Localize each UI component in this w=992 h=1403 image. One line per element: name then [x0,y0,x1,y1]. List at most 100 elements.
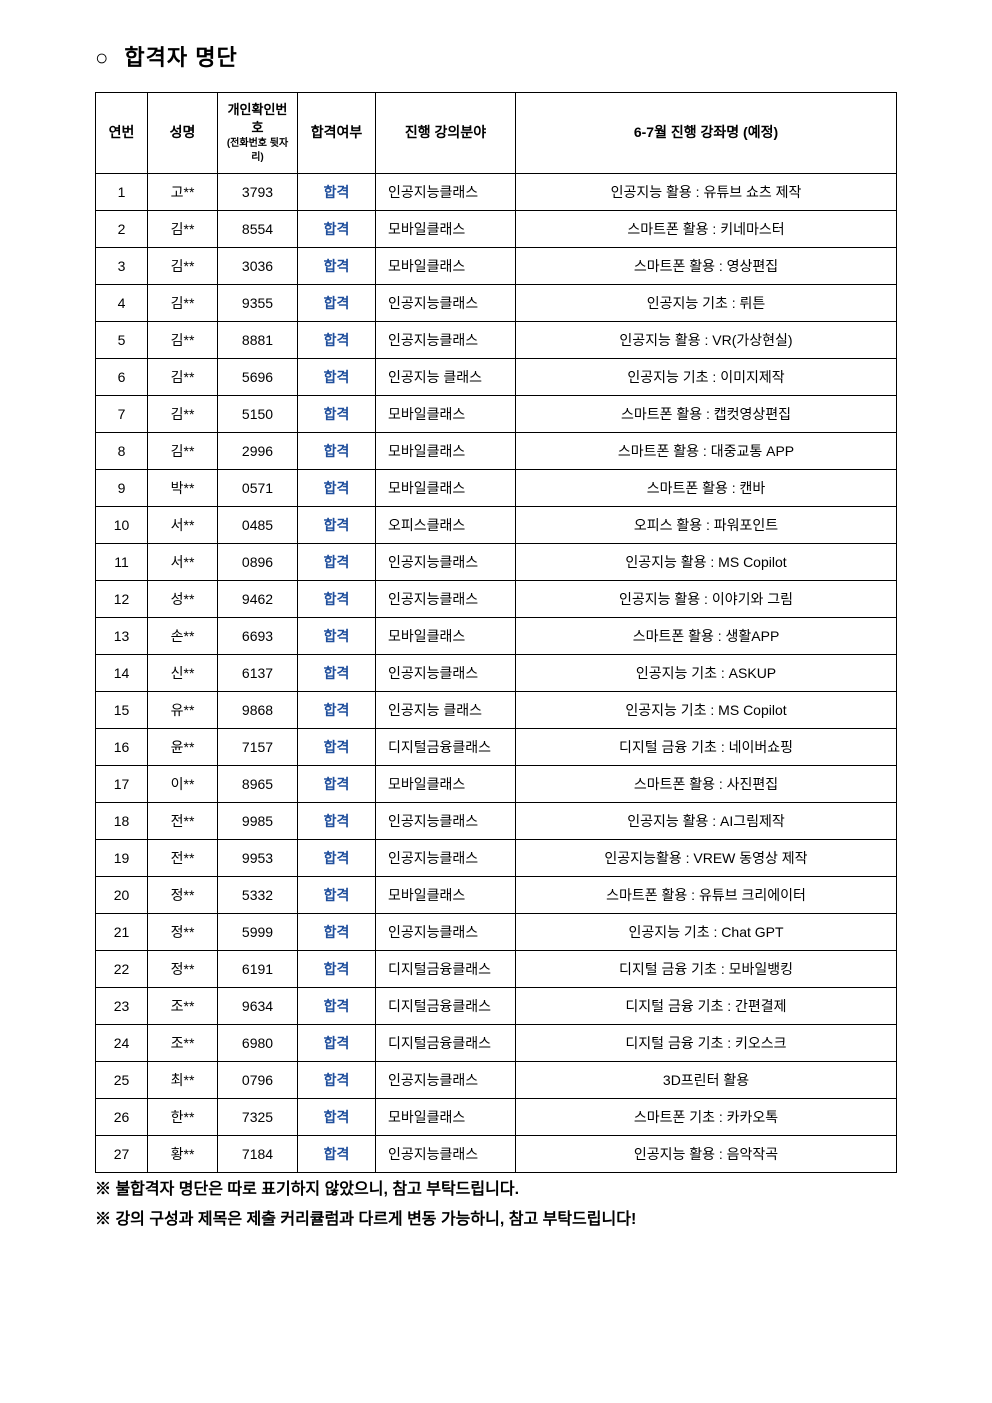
table-row: 15유**9868합격인공지능 클래스인공지능 기초 : MS Copilot [96,692,897,729]
cell-id: 9953 [218,840,298,877]
cell-id: 5999 [218,914,298,951]
cell-pass: 합격 [298,1062,376,1099]
table-row: 18전**9985합격인공지능클래스인공지능 활용 : AI그림제작 [96,803,897,840]
cell-name: 전** [148,803,218,840]
footnote-2: ※ 강의 구성과 제목은 제출 커리큘럼과 다르게 변동 가능하니, 참고 부탁… [95,1207,897,1233]
cell-field: 인공지능클래스 [376,1136,516,1173]
cell-pass: 합격 [298,211,376,248]
cell-field: 디지털금융클래스 [376,988,516,1025]
cell-no: 22 [96,951,148,988]
cell-no: 20 [96,877,148,914]
table-row: 17이**8965합격모바일클래스스마트폰 활용 : 사진편집 [96,766,897,803]
cell-field: 모바일클래스 [376,433,516,470]
cell-course: 스마트폰 활용 : 대중교통 APP [516,433,897,470]
cell-id: 9868 [218,692,298,729]
cell-field: 인공지능클래스 [376,285,516,322]
cell-name: 김** [148,248,218,285]
table-row: 3김**3036합격모바일클래스스마트폰 활용 : 영상편집 [96,248,897,285]
cell-no: 14 [96,655,148,692]
cell-id: 0485 [218,507,298,544]
cell-id: 7325 [218,1099,298,1136]
table-row: 22정**6191합격디지털금융클래스디지털 금융 기초 : 모바일뱅킹 [96,951,897,988]
cell-name: 김** [148,285,218,322]
cell-name: 이** [148,766,218,803]
cell-name: 김** [148,322,218,359]
table-row: 19전**9953합격인공지능클래스인공지능활용 : VREW 동영상 제작 [96,840,897,877]
cell-name: 손** [148,618,218,655]
cell-field: 모바일클래스 [376,877,516,914]
cell-no: 25 [96,1062,148,1099]
cell-field: 오피스클래스 [376,507,516,544]
cell-id: 0571 [218,470,298,507]
cell-name: 박** [148,470,218,507]
cell-course: 스마트폰 활용 : 생활APP [516,618,897,655]
cell-field: 모바일클래스 [376,248,516,285]
table-row: 9박**0571합격모바일클래스스마트폰 활용 : 캔바 [96,470,897,507]
title-bullet: ○ [95,45,109,71]
table-row: 26한**7325합격모바일클래스스마트폰 기초 : 카카오톡 [96,1099,897,1136]
cell-course: 인공지능 활용 : 이야기와 그림 [516,581,897,618]
cell-no: 8 [96,433,148,470]
cell-pass: 합격 [298,285,376,322]
cell-field: 인공지능클래스 [376,655,516,692]
cell-pass: 합격 [298,248,376,285]
header-id: 개인확인번호 (전화번호 뒷자리) [218,93,298,174]
cell-pass: 합격 [298,729,376,766]
table-row: 1고**3793합격인공지능클래스인공지능 활용 : 유튜브 쇼츠 제작 [96,174,897,211]
cell-pass: 합격 [298,877,376,914]
cell-id: 9634 [218,988,298,1025]
cell-no: 10 [96,507,148,544]
cell-id: 6191 [218,951,298,988]
cell-no: 17 [96,766,148,803]
table-row: 21정**5999합격인공지능클래스인공지능 기초 : Chat GPT [96,914,897,951]
cell-course: 오피스 활용 : 파워포인트 [516,507,897,544]
page-title: ○ 합격자 명단 [95,40,897,72]
cell-course: 3D프린터 활용 [516,1062,897,1099]
cell-id: 9985 [218,803,298,840]
cell-pass: 합격 [298,1136,376,1173]
cell-pass: 합격 [298,433,376,470]
cell-pass: 합격 [298,470,376,507]
cell-no: 9 [96,470,148,507]
cell-course: 디지털 금융 기초 : 간편결제 [516,988,897,1025]
cell-course: 인공지능 기초 : 뤼튼 [516,285,897,322]
cell-field: 인공지능클래스 [376,840,516,877]
cell-course: 스마트폰 기초 : 카카오톡 [516,1099,897,1136]
cell-course: 디지털 금융 기초 : 모바일뱅킹 [516,951,897,988]
cell-id: 0796 [218,1062,298,1099]
cell-no: 16 [96,729,148,766]
cell-id: 8554 [218,211,298,248]
cell-id: 2996 [218,433,298,470]
cell-name: 김** [148,396,218,433]
cell-no: 21 [96,914,148,951]
cell-pass: 합격 [298,988,376,1025]
table-row: 13손**6693합격모바일클래스스마트폰 활용 : 생활APP [96,618,897,655]
header-no: 연번 [96,93,148,174]
cell-field: 인공지능클래스 [376,914,516,951]
cell-course: 스마트폰 활용 : 유튜브 크리에이터 [516,877,897,914]
cell-name: 성** [148,581,218,618]
cell-pass: 합격 [298,1025,376,1062]
cell-course: 인공지능 기초 : ASKUP [516,655,897,692]
cell-course: 인공지능 기초 : Chat GPT [516,914,897,951]
cell-pass: 합격 [298,322,376,359]
cell-id: 0896 [218,544,298,581]
table-row: 2김**8554합격모바일클래스스마트폰 활용 : 키네마스터 [96,211,897,248]
cell-name: 윤** [148,729,218,766]
cell-no: 27 [96,1136,148,1173]
cell-id: 9462 [218,581,298,618]
header-course: 6-7월 진행 강좌명 (예정) [516,93,897,174]
cell-id: 9355 [218,285,298,322]
cell-name: 신** [148,655,218,692]
cell-no: 24 [96,1025,148,1062]
cell-field: 모바일클래스 [376,1099,516,1136]
cell-id: 5150 [218,396,298,433]
cell-pass: 합격 [298,396,376,433]
cell-pass: 합격 [298,766,376,803]
table-row: 24조**6980합격디지털금융클래스디지털 금융 기초 : 키오스크 [96,1025,897,1062]
table-row: 4김**9355합격인공지능클래스인공지능 기초 : 뤼튼 [96,285,897,322]
cell-id: 6980 [218,1025,298,1062]
table-row: 14신**6137합격인공지능클래스인공지능 기초 : ASKUP [96,655,897,692]
cell-no: 12 [96,581,148,618]
cell-field: 모바일클래스 [376,618,516,655]
